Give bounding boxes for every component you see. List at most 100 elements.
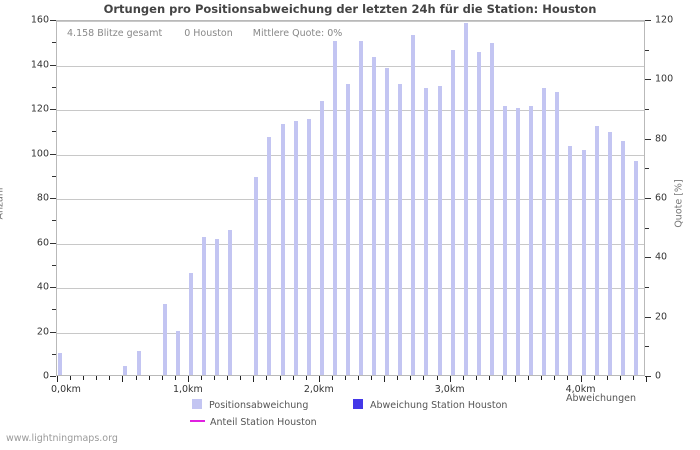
x-tick-minor [554,376,556,380]
y-tick-label: 120 [30,103,49,115]
bar [437,85,442,375]
x-tick-major [384,376,386,382]
bar [372,56,377,375]
x-tick-label: 0,0km [51,384,81,395]
bar [162,303,167,375]
gridline [57,243,644,245]
bar [332,41,337,375]
x-tick-minor [567,376,569,380]
y-tick-major [50,109,56,110]
x-tick-minor [200,376,202,380]
x-tick-minor [423,376,425,380]
y2-tick-major [645,138,651,140]
bar [306,119,311,375]
y-tick-major [50,376,56,377]
subtitle-total: 4.158 Blitze gesamt [67,28,163,39]
y-tick-minor [52,131,56,133]
y-tick-label: 0 [42,370,49,382]
x-tick-minor [135,376,137,380]
bar [359,41,364,375]
x-tick-minor [227,376,229,380]
legend-swatch-icon [192,399,202,409]
x-tick-label: 2,0km [303,384,334,395]
bar [503,105,508,375]
chart-title: Ortungen pro Positionsabweichung der let… [103,2,597,16]
y2-tick-major [645,376,651,377]
gridline [57,65,644,67]
bar [319,101,324,375]
bar [345,83,350,375]
x-tick-minor [619,376,621,380]
x-tick-major [515,376,517,382]
bar [188,272,193,375]
bar [594,125,599,375]
x-tick-minor [109,376,111,380]
y2-tick-minor [645,49,649,51]
x-tick-minor [266,376,268,380]
x-tick-major [580,376,582,382]
y-tick-minor [52,353,56,355]
y2-tick-major [645,20,651,21]
bar [254,176,259,375]
bar [489,43,494,375]
bar [633,161,638,375]
bar [476,52,481,375]
legend-swatch-icon [353,399,363,409]
y-tick-major [50,242,56,244]
legend-item-abweichung-station[interactable]: Abweichung Station Houston [353,399,507,411]
y-tick-major [50,64,56,66]
gridline [57,199,644,200]
gridline [57,110,644,111]
y2-tick-label: 100 [655,73,674,85]
bar [201,237,206,375]
y-tick-major [50,153,56,155]
x-tick-major [318,376,320,382]
gridline [57,288,644,289]
x-tick-minor [358,376,360,380]
legend-label: Anteil Station Houston [210,417,317,428]
x-tick-minor [70,376,72,380]
x-tick-major [57,376,58,382]
x-tick-minor [371,376,373,380]
y2-tick-minor [645,227,649,229]
x-tick-minor [488,376,490,380]
bar [463,23,468,375]
bar [620,141,625,375]
bar [529,105,534,375]
x-tick-minor [305,376,307,380]
legend-item-anteil-station[interactable]: Anteil Station Houston [190,417,317,428]
y2-tick-minor [645,287,649,288]
x-tick-minor [279,376,281,380]
y2-tick-minor [645,346,649,348]
x-tick-minor [397,376,399,380]
y-tick-label: 140 [30,59,49,70]
bar [293,121,298,375]
x-tick-minor [344,376,346,380]
x-tick-minor [632,376,634,380]
y2-tick-label: 60 [655,192,668,204]
y2-tick-label: 120 [655,14,674,26]
bar [607,132,612,375]
watermark: www.lightningmaps.org [6,433,118,444]
y2-tick-major [645,79,651,81]
bar [58,352,62,375]
y-axis-right-title: Quote [%] [673,179,685,228]
x-tick-minor [593,376,595,380]
x-tick-minor [502,376,504,380]
x-tick-minor [161,376,163,380]
y-tick-minor [52,42,56,44]
y-tick-major [50,287,56,288]
x-tick-major [253,376,255,382]
bar [398,83,403,375]
legend-label: Positionsabweichung [209,400,309,411]
x-tick-minor [331,376,333,380]
bar [450,50,455,375]
x-tick-minor [528,376,530,380]
legend-item-positionsabweichung[interactable]: Positionsabweichung [192,399,308,411]
bar [555,92,560,375]
x-tick-label: 1,0km [172,384,203,395]
y2-tick-major [645,257,651,259]
y2-tick-label: 80 [655,133,668,145]
x-tick-minor [83,376,85,380]
x-tick-major [122,376,124,382]
